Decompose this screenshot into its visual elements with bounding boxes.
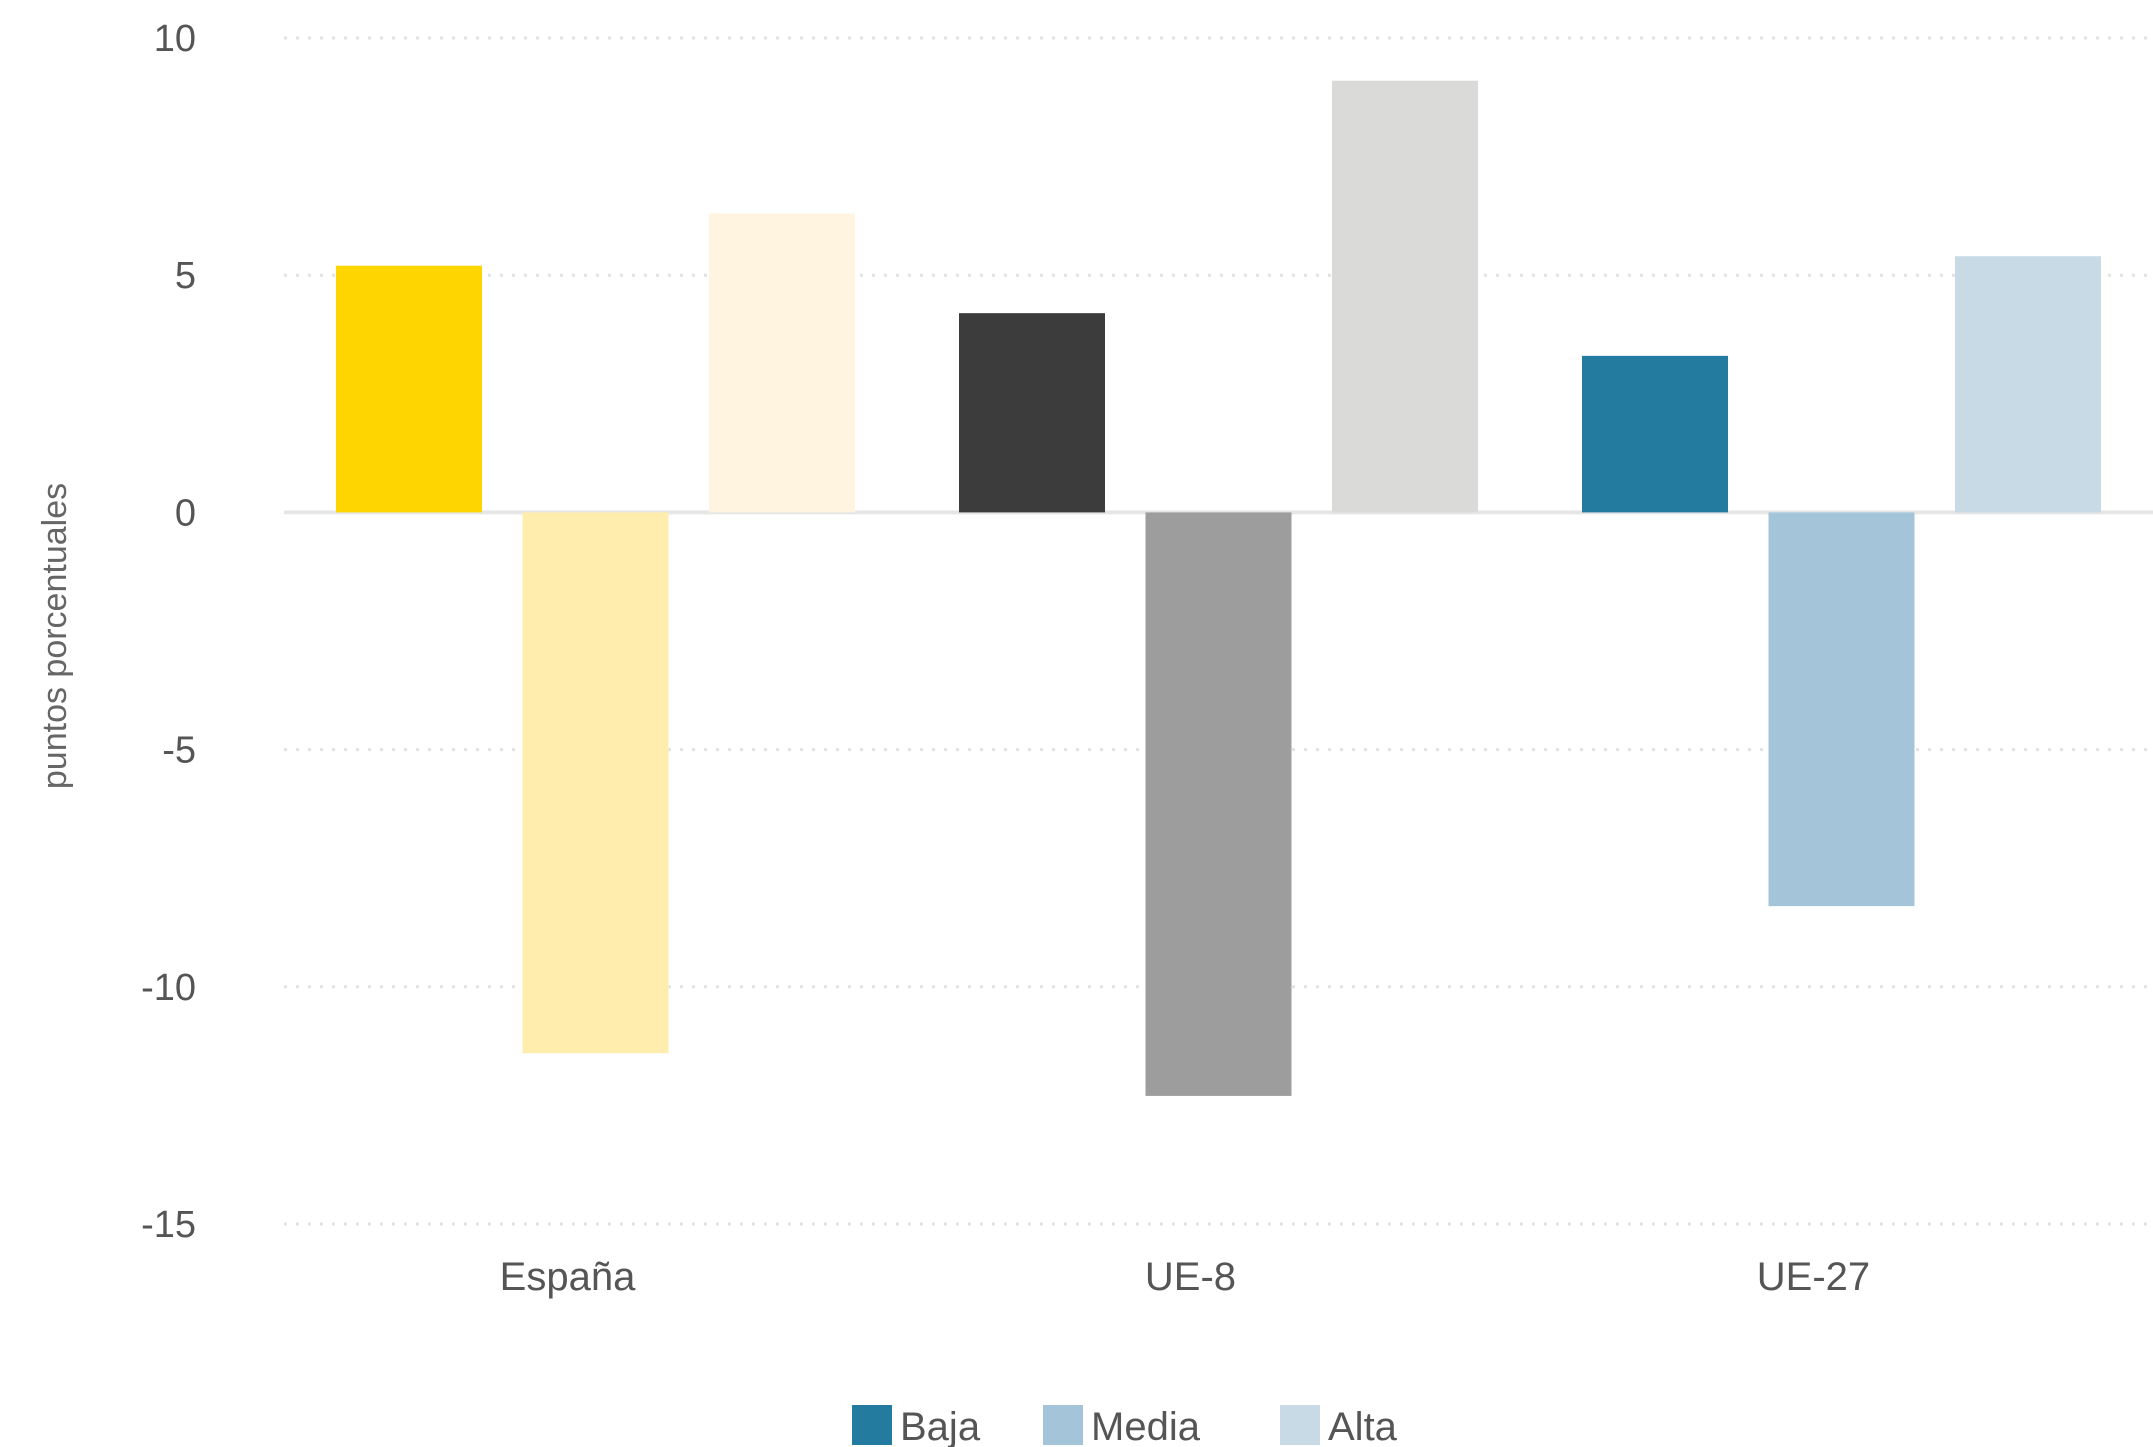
bar-baja-0 xyxy=(336,265,482,513)
legend-swatch-baja xyxy=(852,1405,892,1445)
y-tick-label: -5 xyxy=(162,730,196,772)
bar-baja-1 xyxy=(959,313,1105,513)
y-tick-label: 0 xyxy=(175,492,196,534)
x-category-label: UE-27 xyxy=(1757,1255,1870,1299)
y-tick-label: -10 xyxy=(141,967,196,1009)
x-category-label: España xyxy=(500,1255,636,1299)
legend-label-alta: Alta xyxy=(1328,1405,1398,1447)
legend-label-media: Media xyxy=(1091,1405,1201,1447)
bar-media-1 xyxy=(1145,512,1292,1096)
axes: 10 5 0 -5 -10 -15 España UE-8 UE-27 xyxy=(141,18,1870,1299)
legend-label-baja: Baja xyxy=(900,1405,981,1447)
bar-alta-2 xyxy=(1955,256,2101,513)
legend: Baja Media Alta xyxy=(852,1405,1398,1447)
bar-alta-0 xyxy=(709,213,855,513)
x-category-label: UE-8 xyxy=(1145,1255,1236,1299)
bar-baja-2 xyxy=(1582,355,1728,513)
bar-alta-1 xyxy=(1332,80,1478,513)
bar-media-2 xyxy=(1768,512,1915,907)
bars xyxy=(336,80,2101,1096)
legend-swatch-alta xyxy=(1280,1405,1320,1445)
bar-media-0 xyxy=(522,512,669,1054)
legend-swatch-media xyxy=(1043,1405,1083,1445)
y-axis-title: puntos porcentuales xyxy=(36,483,74,789)
y-tick-label: 10 xyxy=(154,18,196,60)
y-tick-label: -15 xyxy=(141,1204,196,1246)
y-tick-label: 5 xyxy=(175,255,196,297)
